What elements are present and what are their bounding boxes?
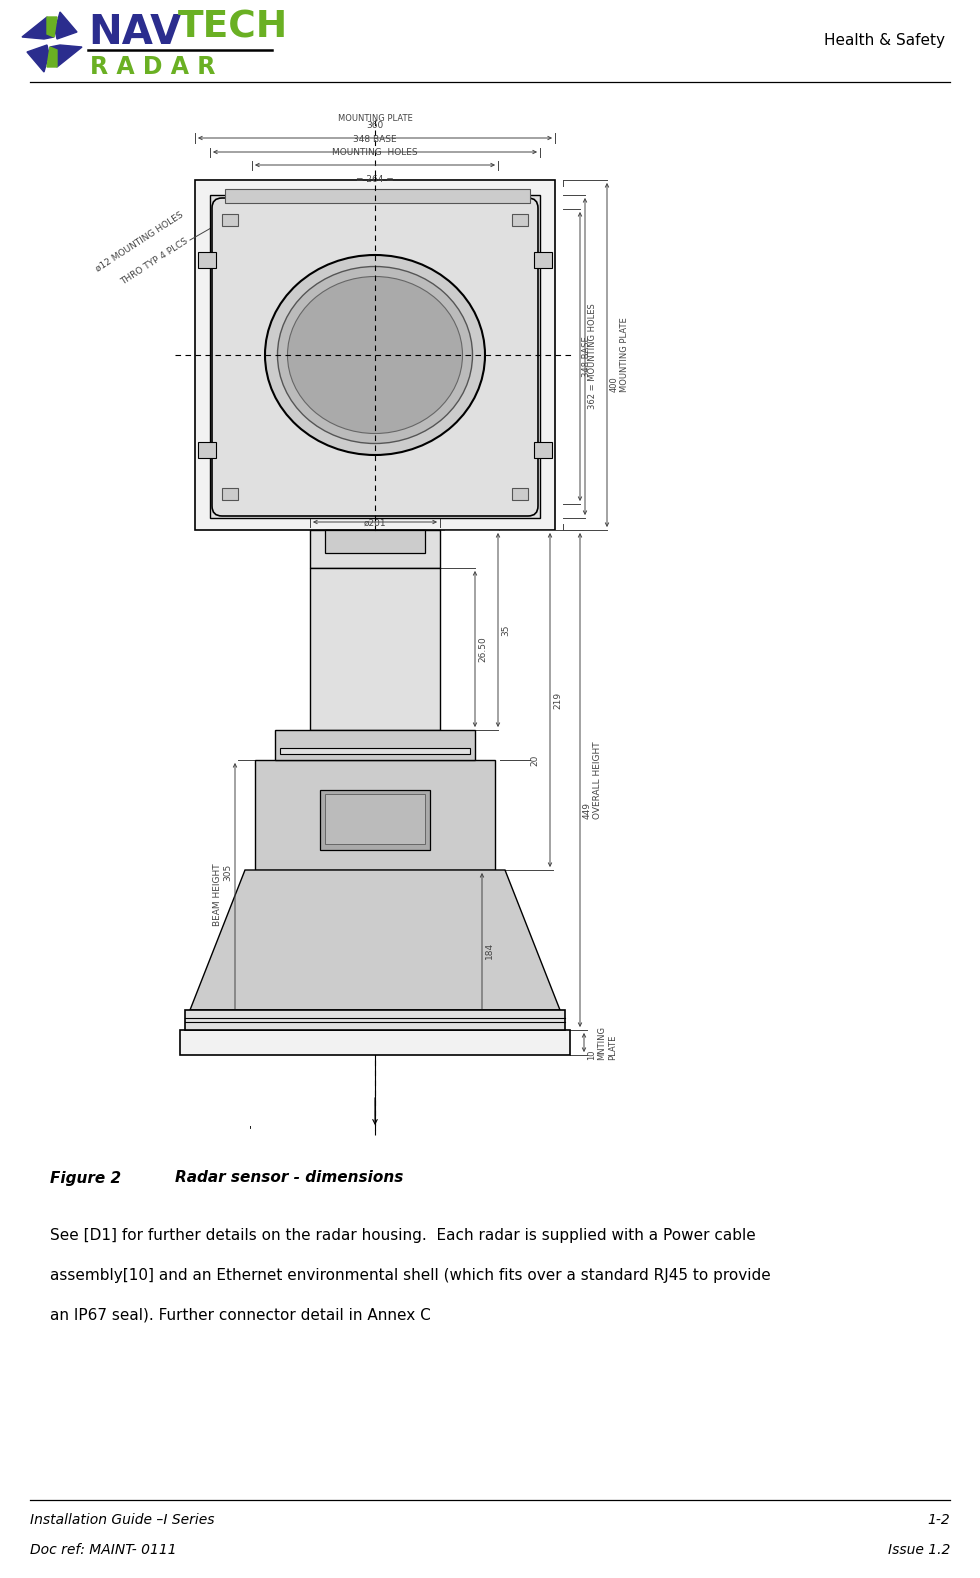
Text: 1-2: 1-2 xyxy=(927,1513,950,1528)
Bar xyxy=(325,794,425,844)
Text: 449
OVERALL HEIGHT: 449 OVERALL HEIGHT xyxy=(583,742,603,819)
Text: 184: 184 xyxy=(485,942,494,958)
Text: an IP67 seal). Further connector detail in Annex C: an IP67 seal). Further connector detail … xyxy=(50,1308,431,1322)
FancyBboxPatch shape xyxy=(212,197,538,516)
Text: NAV: NAV xyxy=(88,13,181,54)
Text: 26.50: 26.50 xyxy=(478,636,487,661)
Bar xyxy=(310,530,440,568)
Text: See [D1] for further details on the radar housing.  Each radar is supplied with : See [D1] for further details on the rada… xyxy=(50,1228,756,1243)
Text: THRO TYP 4 PLCS: THRO TYP 4 PLCS xyxy=(120,237,190,287)
Text: Radar sensor - dimensions: Radar sensor - dimensions xyxy=(175,1171,404,1185)
Polygon shape xyxy=(47,47,57,66)
Text: 348 BASE: 348 BASE xyxy=(353,136,397,144)
Text: 400
MOUNTING PLATE: 400 MOUNTING PLATE xyxy=(610,317,629,393)
Bar xyxy=(222,215,238,226)
Text: ': ' xyxy=(249,1125,252,1135)
Text: 35: 35 xyxy=(501,625,510,636)
Polygon shape xyxy=(55,13,77,39)
Text: MOUNTING  HOLES: MOUNTING HOLES xyxy=(332,148,417,156)
Text: R A D A R: R A D A R xyxy=(90,55,216,79)
Text: 360: 360 xyxy=(367,122,383,129)
Text: ø12 MOUNTING HOLES: ø12 MOUNTING HOLES xyxy=(94,210,185,273)
Bar xyxy=(225,189,530,204)
Text: MOUNTING PLATE: MOUNTING PLATE xyxy=(338,114,413,123)
Bar xyxy=(512,488,528,500)
Bar xyxy=(198,442,216,458)
Bar xyxy=(275,731,475,761)
Bar xyxy=(185,1010,565,1030)
Ellipse shape xyxy=(277,267,472,443)
Bar xyxy=(195,180,555,530)
Polygon shape xyxy=(47,17,57,36)
Text: ø250: ø250 xyxy=(364,503,386,513)
Bar xyxy=(534,442,552,458)
Bar xyxy=(255,761,495,869)
Text: TECH: TECH xyxy=(178,9,288,46)
Bar xyxy=(534,252,552,268)
Bar xyxy=(210,196,540,518)
Text: 10
MNTING
PLATE: 10 MNTING PLATE xyxy=(587,1026,616,1059)
Bar xyxy=(280,748,470,754)
Text: assembly[10] and an Ethernet environmental shell (which fits over a standard RJ4: assembly[10] and an Ethernet environment… xyxy=(50,1269,770,1283)
Text: Doc ref: MAINT- 0111: Doc ref: MAINT- 0111 xyxy=(30,1543,176,1557)
Text: Issue 1.2: Issue 1.2 xyxy=(888,1543,950,1557)
Bar xyxy=(180,1030,570,1056)
Ellipse shape xyxy=(265,256,485,454)
Text: BEAM HEIGHT
305: BEAM HEIGHT 305 xyxy=(213,863,232,926)
Bar xyxy=(310,568,440,731)
Ellipse shape xyxy=(287,276,463,434)
Bar xyxy=(320,791,430,851)
Bar xyxy=(198,252,216,268)
Text: 348 BASE: 348 BASE xyxy=(582,336,591,377)
Bar xyxy=(325,530,425,552)
Bar xyxy=(512,215,528,226)
Text: 219: 219 xyxy=(553,691,562,709)
Text: 20: 20 xyxy=(530,754,539,765)
Text: = 264 =: = 264 = xyxy=(356,175,394,185)
Text: Figure 2: Figure 2 xyxy=(50,1171,122,1185)
Text: Health & Safety: Health & Safety xyxy=(824,33,945,47)
Polygon shape xyxy=(190,869,560,1010)
Polygon shape xyxy=(27,46,49,73)
Text: ø201: ø201 xyxy=(364,519,386,529)
Bar xyxy=(222,488,238,500)
Polygon shape xyxy=(22,17,54,39)
Text: 362 = MOUNTING HOLES: 362 = MOUNTING HOLES xyxy=(588,303,597,409)
Polygon shape xyxy=(50,46,82,66)
Text: Installation Guide –I Series: Installation Guide –I Series xyxy=(30,1513,215,1528)
